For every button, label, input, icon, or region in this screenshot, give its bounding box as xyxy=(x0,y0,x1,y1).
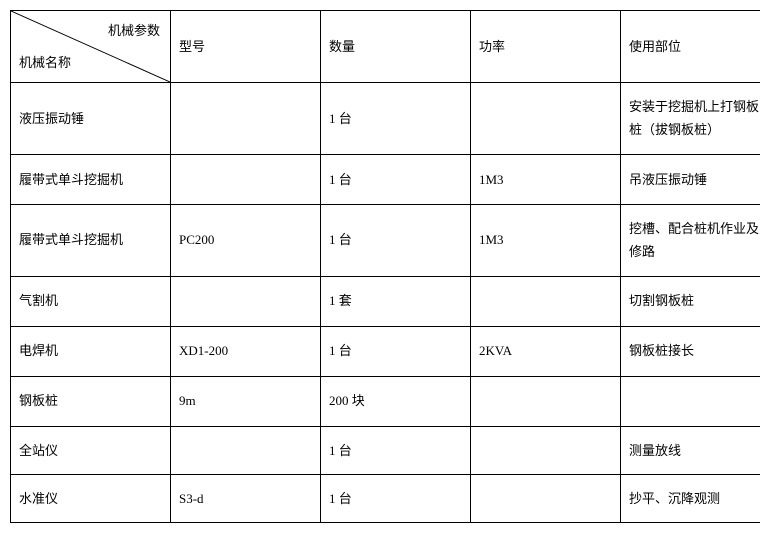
cell-power xyxy=(471,426,621,474)
cell-name: 钢板桩 xyxy=(11,376,171,426)
cell-power xyxy=(471,276,621,326)
cell-quantity: 1 台 xyxy=(321,154,471,204)
table-header: 机械参数 机械名称 型号 数量 功率 使用部位 xyxy=(11,11,760,83)
cell-power: 2KVA xyxy=(471,326,621,376)
table-row: 履带式单斗挖掘机PC2001 台1M3挖槽、配合桩机作业及修路 xyxy=(11,204,760,276)
cell-quantity: 1 台 xyxy=(321,426,471,474)
cell-usage: 切割钢板桩 xyxy=(621,276,760,326)
header-top-label: 机械参数 xyxy=(108,19,160,42)
cell-name: 履带式单斗挖掘机 xyxy=(11,204,171,276)
cell-usage: 测量放线 xyxy=(621,426,760,474)
cell-quantity: 1 台 xyxy=(321,474,471,522)
table-row: 液压振动锤 1 台 安装于挖掘机上打钢板桩（拔钢板桩） xyxy=(11,83,760,155)
cell-quantity: 1 台 xyxy=(321,83,471,155)
header-power: 功率 xyxy=(471,11,621,83)
equipment-table-container: 机械参数 机械名称 型号 数量 功率 使用部位 液压振动锤1 台安装于挖掘机上打… xyxy=(10,10,750,523)
cell-model: 9m xyxy=(171,376,321,426)
cell-usage xyxy=(621,376,760,426)
table-row: 履带式单斗挖掘机 1 台1M3吊液压振动锤 xyxy=(11,154,760,204)
cell-usage: 钢板桩接长 xyxy=(621,326,760,376)
cell-usage: 抄平、沉降观测 xyxy=(621,474,760,522)
table-body: 液压振动锤1 台安装于挖掘机上打钢板桩（拔钢板桩）履带式单斗挖掘机1 台1M3吊… xyxy=(11,83,760,523)
cell-usage: 吊液压振动锤 xyxy=(621,154,760,204)
cell-model: PC200 xyxy=(171,204,321,276)
cell-model xyxy=(171,276,321,326)
cell-power xyxy=(471,376,621,426)
cell-quantity: 200 块 xyxy=(321,376,471,426)
cell-name: 水准仪 xyxy=(11,474,171,522)
header-quantity: 数量 xyxy=(321,11,471,83)
cell-name: 全站仪 xyxy=(11,426,171,474)
cell-usage: 挖槽、配合桩机作业及修路 xyxy=(621,204,760,276)
table-row: 钢板桩9m200 块 xyxy=(11,376,760,426)
cell-power xyxy=(471,474,621,522)
cell-model xyxy=(171,83,321,155)
diagonal-header-cell: 机械参数 机械名称 xyxy=(11,11,171,83)
cell-power xyxy=(471,83,621,155)
header-usage: 使用部位 xyxy=(621,11,760,83)
cell-power: 1M3 xyxy=(471,154,621,204)
cell-quantity: 1 台 xyxy=(321,204,471,276)
cell-name: 气割机 xyxy=(11,276,171,326)
table-row: 电焊机XD1-2001 台2KVA钢板桩接长 xyxy=(11,326,760,376)
cell-quantity: 1 台 xyxy=(321,326,471,376)
cell-name: 电焊机 xyxy=(11,326,171,376)
header-bottom-label: 机械名称 xyxy=(19,51,71,74)
cell-quantity: 1 套 xyxy=(321,276,471,326)
cell-name: 液压振动锤 xyxy=(11,83,171,155)
cell-usage: 安装于挖掘机上打钢板桩（拔钢板桩） xyxy=(621,83,760,155)
cell-name: 履带式单斗挖掘机 xyxy=(11,154,171,204)
cell-model xyxy=(171,154,321,204)
cell-model: S3-d xyxy=(171,474,321,522)
cell-model xyxy=(171,426,321,474)
header-row: 机械参数 机械名称 型号 数量 功率 使用部位 xyxy=(11,11,760,83)
equipment-table: 机械参数 机械名称 型号 数量 功率 使用部位 液压振动锤 1 台 安装于挖掘机上打… xyxy=(10,10,760,523)
header-model: 型号 xyxy=(171,11,321,83)
table-row: 全站仪 1 台 测量放线 xyxy=(11,426,760,474)
cell-model: XD1-200 xyxy=(171,326,321,376)
table-row: 水准仪S3-d1 台 抄平、沉降观测 xyxy=(11,474,760,522)
cell-power: 1M3 xyxy=(471,204,621,276)
table-row: 气割机 1 套 切割钢板桩 xyxy=(11,276,760,326)
